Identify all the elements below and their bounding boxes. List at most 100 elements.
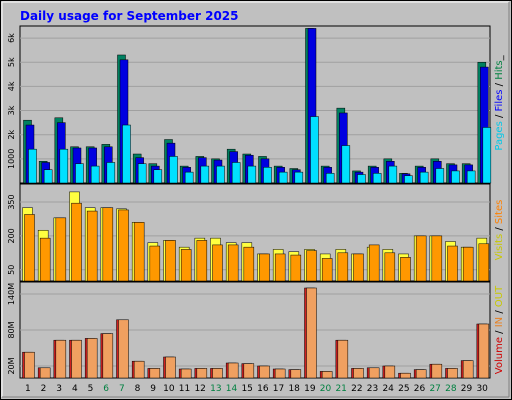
bar-visits-sites-day-23	[368, 244, 380, 282]
bar-hits-pages-day-13	[216, 165, 225, 184]
bar-hits-pages-day-11	[184, 171, 194, 184]
bar-visits-sites-day-11	[180, 249, 192, 282]
x-tick-label-day-16: 16	[257, 384, 269, 394]
bar-hits-pages-day-1	[28, 148, 37, 184]
bar-visits-sites-day-22	[353, 253, 364, 282]
bar-volume-in-day-4	[71, 339, 82, 379]
legend-entry: IN	[494, 317, 505, 327]
legend-entry: Volume	[494, 337, 505, 374]
bar-hits-pages-day-23	[372, 173, 382, 184]
bar-visits-sites-day-13	[212, 244, 223, 282]
x-tick-label-day-3: 3	[56, 384, 62, 394]
x-tick-label-day-17: 17	[273, 384, 284, 394]
bar-volume-in-day-9	[149, 368, 161, 379]
bar-hits-pages-day-4	[75, 163, 84, 184]
bar-visits-sites-day-14	[227, 244, 239, 282]
bar-hits-pages-day-12	[200, 165, 210, 184]
legend-entry: Pages	[494, 121, 505, 150]
bar-volume-in-day-29	[462, 360, 474, 379]
bar-visits-sites-day-24	[384, 252, 396, 282]
x-tick-label-day-5: 5	[88, 384, 94, 394]
bar-volume-in-day-2	[39, 367, 51, 379]
bar-volume-in-day-5	[86, 338, 98, 379]
bar-volume-in-day-3	[55, 339, 67, 379]
bar-volume-in-day-28	[447, 368, 458, 379]
bar-hits-pages-day-28	[451, 170, 460, 184]
bar-volume-in-day-25	[400, 372, 411, 379]
bar-hits-pages-day-21	[341, 145, 351, 184]
bar-volume-in-day-11	[180, 368, 192, 379]
legend-entry: Visits	[494, 234, 505, 261]
bar-visits-sites-day-26	[415, 235, 427, 282]
panel-volume-ytick-label: 140M	[7, 283, 16, 305]
bar-visits-sites-day-15	[243, 246, 255, 282]
bar-visits-sites-day-16	[259, 253, 270, 282]
bar-visits-sites-day-18	[290, 254, 302, 282]
bar-visits-sites-day-19	[306, 250, 317, 282]
x-tick-label-day-6: 6	[103, 384, 109, 394]
panel-volume-legend: Volume / IN / OUT	[494, 285, 505, 374]
panel-visits: 50 200 350 Visits / Sites	[7, 183, 505, 282]
bar-volume-in-day-22	[353, 368, 364, 379]
x-tick-label-day-25: 25	[398, 384, 409, 394]
bar-hits-pages-day-18	[294, 171, 304, 184]
bar-visits-sites-day-12	[196, 240, 208, 282]
x-tick-label-day-14: 14	[226, 384, 238, 394]
bar-hits-pages-day-10	[169, 156, 178, 184]
x-tick-label-day-13: 13	[210, 384, 221, 394]
x-tick-label-day-9: 9	[150, 384, 156, 394]
bar-hits-pages-day-27	[435, 168, 445, 184]
x-tick-label-day-2: 2	[41, 384, 47, 394]
bar-visits-sites-day-20	[321, 258, 333, 282]
panel-hits-ytick-label: 2k	[7, 129, 16, 139]
panel-visits-ytick-label: 200	[7, 228, 16, 243]
bar-volume-in-day-21	[337, 339, 349, 379]
bar-hits-pages-day-15	[247, 165, 257, 184]
panel-hits-ytick-label: 6k	[7, 33, 16, 43]
legend-entry: _	[494, 54, 505, 61]
bar-volume-in-day-20	[321, 371, 333, 379]
bar-volume-in-day-24	[384, 365, 396, 379]
legend-entry: /	[494, 224, 505, 234]
bar-hits-pages-day-9	[153, 169, 163, 184]
panel-visits-legend: Visits / Sites	[494, 200, 505, 261]
bar-volume-in-day-14	[227, 362, 239, 379]
x-tick-label-day-22: 22	[351, 384, 362, 394]
bar-hits-pages-day-30	[482, 127, 492, 184]
legend-entry: Files	[494, 90, 505, 112]
panel-volume: 20M 80M 140M Volume / IN / OUT	[7, 281, 505, 379]
bar-hits-pages-day-26	[419, 171, 429, 184]
bar-volume-in-day-26	[415, 369, 427, 379]
x-tick-label-day-19: 19	[304, 384, 316, 394]
bar-visits-sites-day-28	[447, 245, 458, 282]
bar-volume-in-day-17	[274, 368, 286, 379]
x-tick-label-day-1: 1	[25, 384, 31, 394]
x-tick-label-day-7: 7	[119, 384, 125, 394]
bar-hits-pages-day-19	[310, 116, 319, 184]
x-tick-label-day-4: 4	[72, 384, 78, 394]
bar-hits-pages-day-20	[325, 173, 335, 184]
bar-volume-in-day-16	[259, 365, 270, 379]
panel-visits-ytick-label: 50	[7, 265, 16, 275]
x-tick-label-day-15: 15	[241, 384, 252, 394]
bar-volume-in-day-15	[243, 363, 255, 379]
bar-hits-pages-day-2	[43, 169, 53, 184]
bar-visits-sites-day-17	[274, 253, 286, 282]
panel-visits-ytick-label: 350	[7, 194, 16, 209]
bar-volume-in-day-23	[368, 367, 380, 379]
legend-entry: /	[494, 111, 505, 121]
bar-volume-in-day-30	[478, 323, 490, 379]
x-tick-label-day-8: 8	[135, 384, 141, 394]
bar-hits-pages-day-25	[404, 175, 413, 184]
bar-hits-pages-day-5	[90, 165, 100, 184]
x-tick-label-day-23: 23	[367, 384, 378, 394]
bar-visits-sites-day-21	[337, 252, 349, 282]
bar-hits-pages-day-17	[278, 171, 288, 184]
legend-entry: Hits	[494, 60, 505, 79]
bar-visits-sites-day-30	[478, 243, 490, 282]
bar-visits-sites-day-9	[149, 245, 161, 282]
x-tick-label-day-27: 27	[429, 384, 440, 394]
bar-hits-pages-day-22	[357, 174, 366, 184]
bar-hits-pages-day-29	[466, 170, 476, 184]
